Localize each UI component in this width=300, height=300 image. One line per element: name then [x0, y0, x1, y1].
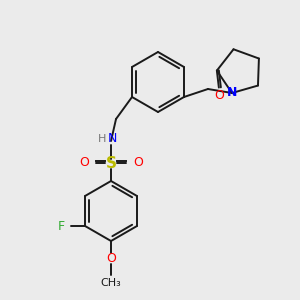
Text: N: N [227, 86, 237, 100]
Text: N: N [107, 133, 117, 146]
Text: O: O [79, 157, 89, 169]
Text: H: H [98, 134, 106, 144]
Text: F: F [58, 220, 64, 232]
Text: O: O [214, 89, 224, 102]
Text: S: S [106, 155, 116, 170]
Text: O: O [133, 157, 143, 169]
Text: O: O [106, 253, 116, 266]
Text: CH₃: CH₃ [100, 278, 122, 288]
